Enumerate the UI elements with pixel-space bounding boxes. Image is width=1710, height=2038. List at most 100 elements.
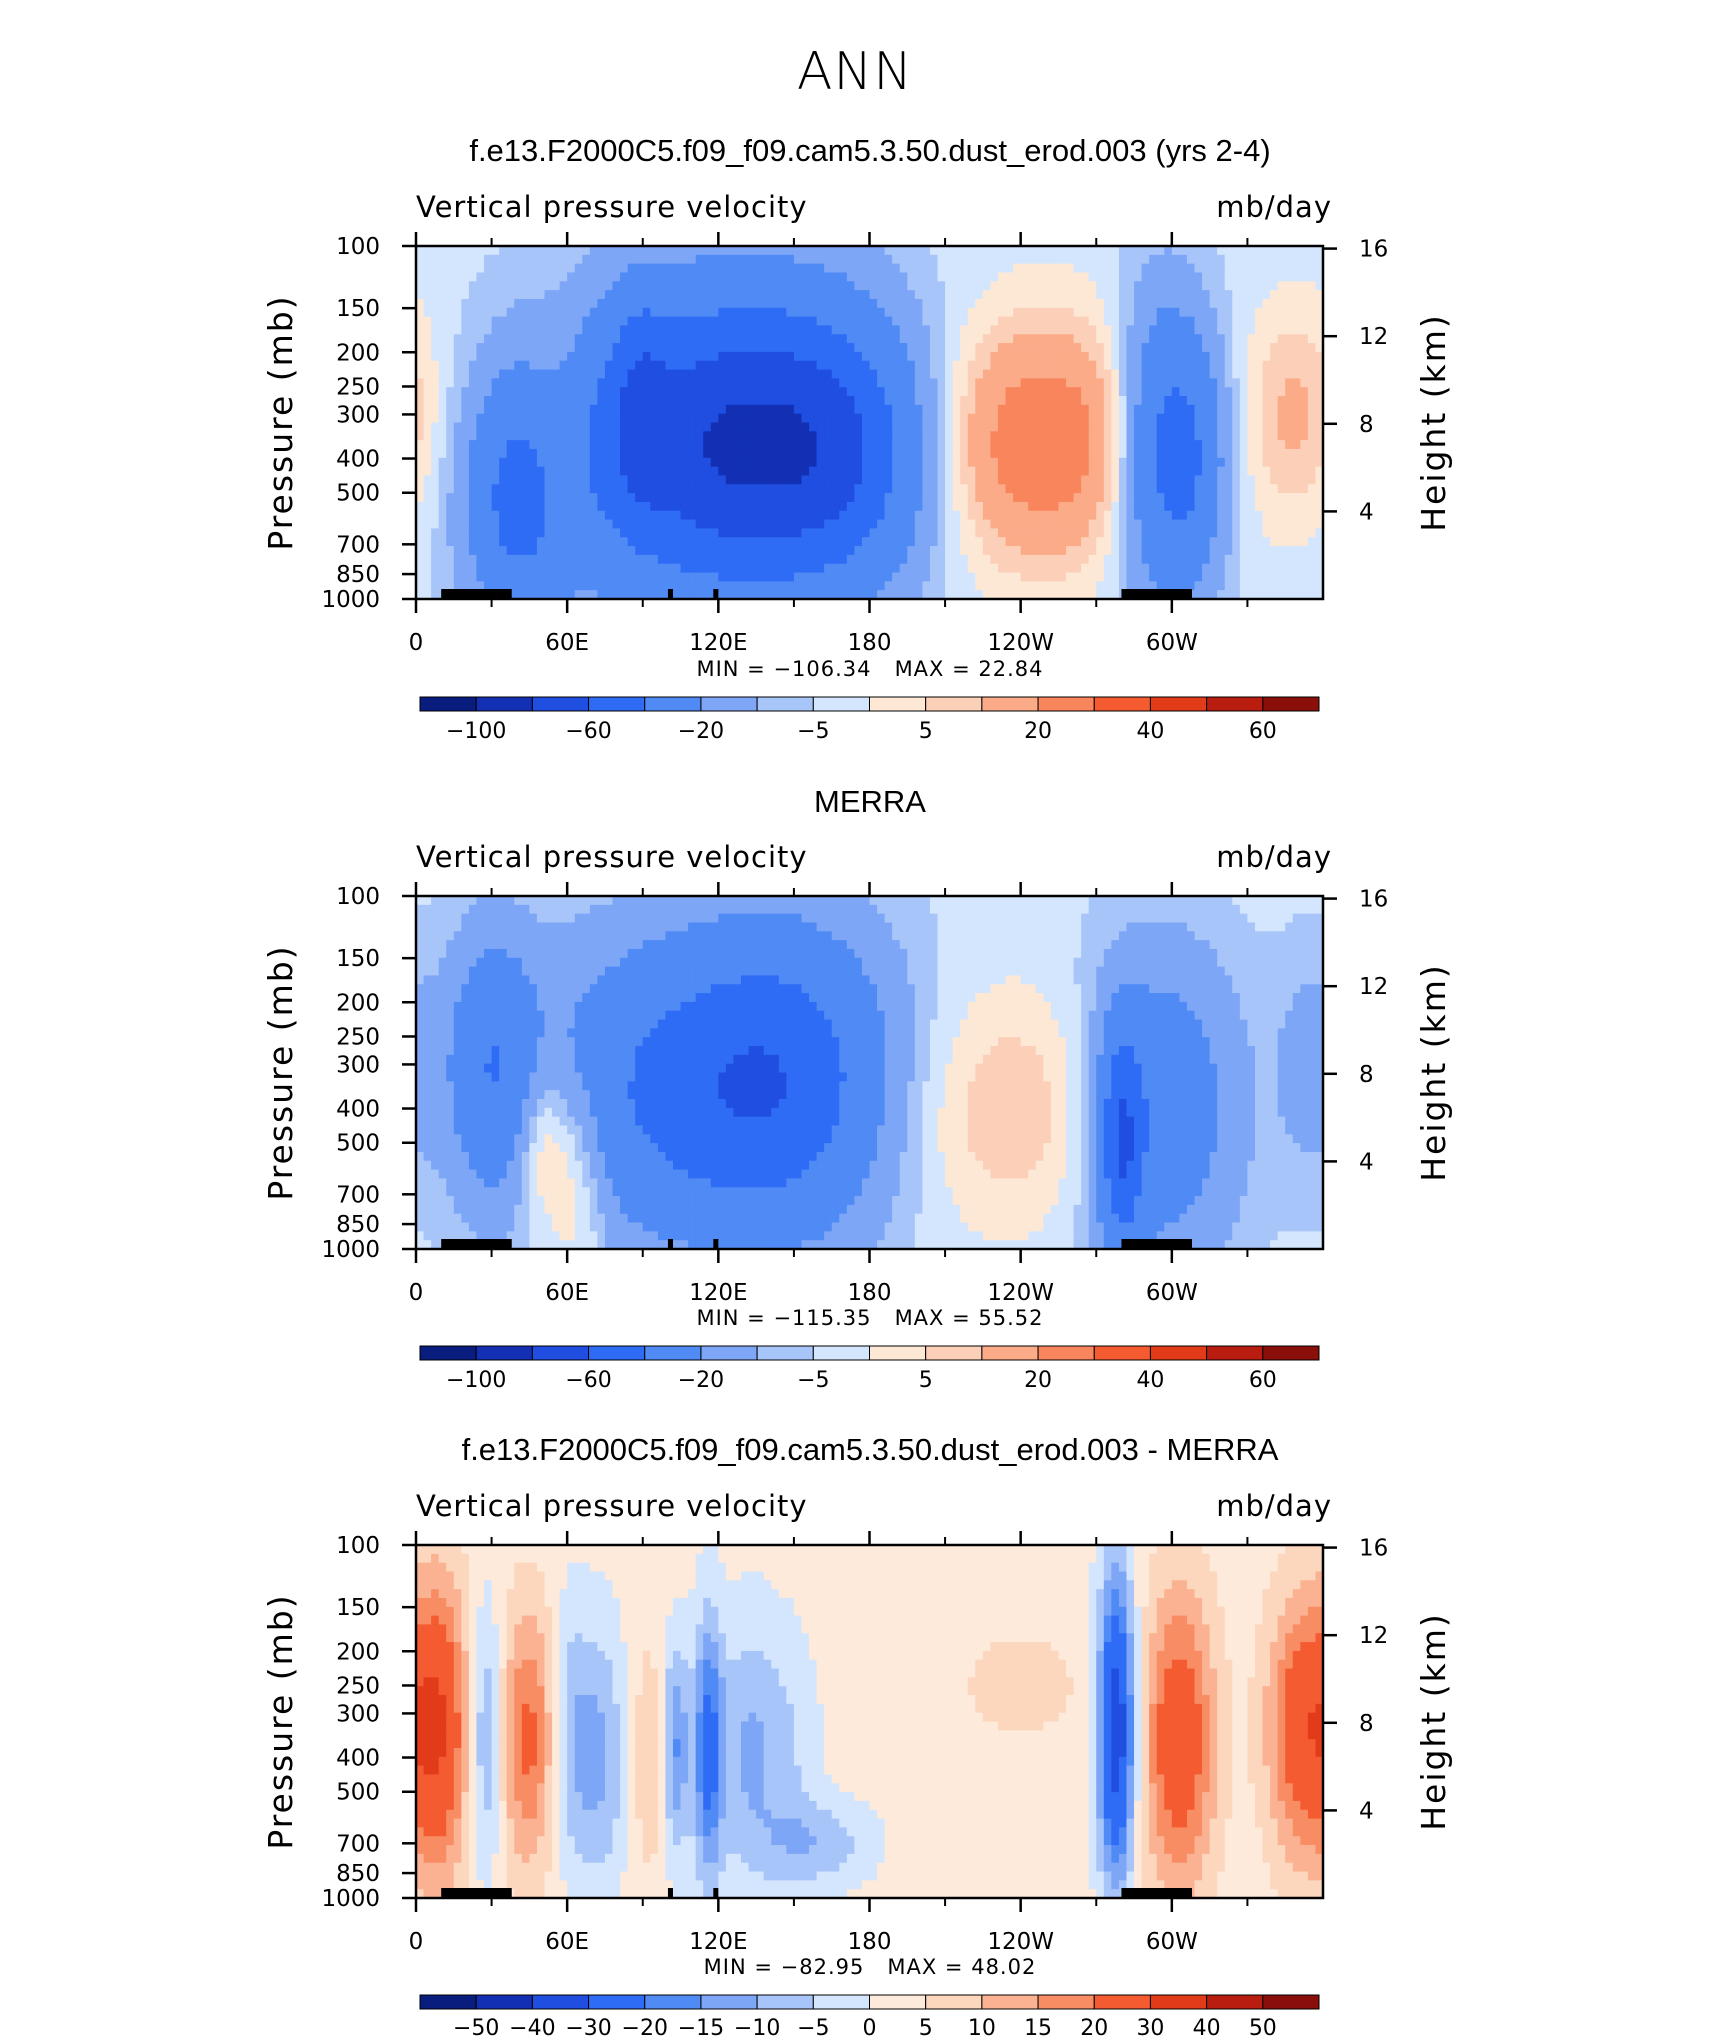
field-cell xyxy=(453,290,462,300)
field-cell xyxy=(476,546,485,556)
field-cell xyxy=(438,316,447,327)
field-cell xyxy=(423,501,432,512)
field-cell xyxy=(484,360,493,371)
field-cell xyxy=(446,475,455,485)
field-cell xyxy=(438,290,447,300)
field-cell xyxy=(461,396,470,406)
field-cell xyxy=(423,307,432,318)
field-cell xyxy=(446,413,455,424)
field-cell xyxy=(453,281,462,291)
field-cell xyxy=(468,448,478,459)
field-cell xyxy=(423,528,432,538)
field-cell xyxy=(468,422,478,432)
field-cell xyxy=(446,422,455,432)
field-cell xyxy=(438,254,447,265)
field-cell xyxy=(416,431,425,441)
field-cell xyxy=(453,316,462,327)
field-cell xyxy=(423,404,432,415)
field-cell xyxy=(491,343,500,353)
field-cell xyxy=(446,431,455,441)
field-cell xyxy=(461,307,470,318)
field-cell xyxy=(491,360,500,371)
field-cell xyxy=(416,448,425,459)
field-cell xyxy=(416,457,425,468)
field-cell xyxy=(453,351,462,362)
field-cell xyxy=(484,298,493,309)
field-cell xyxy=(476,448,485,459)
field-cell xyxy=(431,475,440,485)
field-cell xyxy=(453,484,462,494)
field-cell xyxy=(491,537,500,547)
field-cell xyxy=(453,369,462,379)
field-cell xyxy=(416,316,425,327)
field-cell xyxy=(446,466,455,477)
field-cell xyxy=(476,493,485,503)
field-cell xyxy=(438,554,447,565)
field-cell xyxy=(476,396,485,406)
field-cell xyxy=(438,501,447,512)
field-cell xyxy=(423,581,432,591)
field-cell xyxy=(431,501,440,512)
field-cell xyxy=(416,519,425,529)
field-cell xyxy=(484,493,493,503)
field-cell xyxy=(476,272,485,282)
field-cell xyxy=(476,572,485,582)
field-cell xyxy=(453,307,462,318)
field-cell xyxy=(476,281,485,291)
field-cell xyxy=(453,360,462,371)
field-cell xyxy=(491,272,500,282)
field-cell xyxy=(491,263,500,274)
field-cell xyxy=(438,519,447,529)
field-cell xyxy=(416,290,425,300)
field-cell xyxy=(446,316,455,327)
field-cell xyxy=(484,246,493,256)
field-cell xyxy=(468,396,478,406)
field-cell xyxy=(491,413,500,424)
field-cell xyxy=(468,387,478,397)
field-cell xyxy=(431,554,440,565)
field-cell xyxy=(453,378,462,388)
field-cell xyxy=(416,572,425,582)
field-cell xyxy=(461,510,470,521)
field-cell xyxy=(453,413,462,424)
field-cell xyxy=(453,387,462,397)
field-cell xyxy=(453,263,462,274)
field-cell xyxy=(476,387,485,397)
field-cell xyxy=(468,528,478,538)
field-cell xyxy=(461,272,470,282)
field-cell xyxy=(461,422,470,432)
field-cell xyxy=(423,246,432,256)
field-cell xyxy=(491,581,500,591)
field-cell xyxy=(423,281,432,291)
field-cell xyxy=(484,501,493,512)
field-cell xyxy=(461,413,470,424)
field-cell xyxy=(423,334,432,344)
field-cell xyxy=(453,563,462,574)
field-cell xyxy=(491,448,500,459)
field-cell xyxy=(476,431,485,441)
field-cell xyxy=(461,563,470,574)
field-cell xyxy=(423,396,432,406)
field-cell xyxy=(484,254,493,265)
field-cell xyxy=(423,290,432,300)
field-cell xyxy=(484,281,493,291)
field-cell xyxy=(446,272,455,282)
field-cell xyxy=(438,396,447,406)
field-cell xyxy=(461,360,470,371)
field-cell xyxy=(461,351,470,362)
field-cell xyxy=(446,519,455,529)
field-cell xyxy=(446,254,455,265)
field-cell xyxy=(484,537,493,547)
field-cell xyxy=(423,510,432,521)
field-cell xyxy=(446,246,455,256)
field-cell xyxy=(431,281,440,291)
field-cell xyxy=(431,510,440,521)
field-cell xyxy=(431,537,440,547)
field-cell xyxy=(461,440,470,450)
field-cell xyxy=(438,422,447,432)
field-cell xyxy=(453,298,462,309)
field-cell xyxy=(476,519,485,529)
field-cell xyxy=(446,457,455,468)
field-cell xyxy=(431,290,440,300)
